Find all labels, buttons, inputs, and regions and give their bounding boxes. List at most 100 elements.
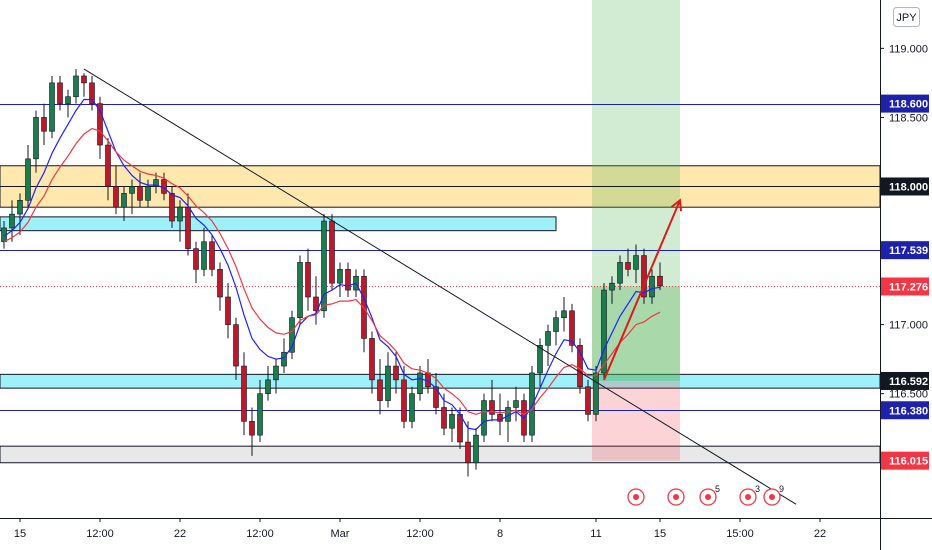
zone-3: [0, 445, 881, 464]
candle-body-33: [265, 379, 271, 394]
price-badge-label-2: 117.539: [889, 245, 928, 257]
time-tick-label-10: 22: [814, 528, 826, 540]
candle-body-80: [641, 255, 647, 298]
candle-body-55: [441, 407, 447, 429]
price-tick-label-1: 118.500: [889, 112, 928, 124]
time-tick-label-1: 12:00: [86, 528, 114, 540]
candle-body-49: [393, 365, 399, 381]
event-dot-0: [633, 494, 639, 500]
price-badge-label-3: 117.276: [889, 281, 928, 293]
candle-body-52: [417, 372, 423, 394]
time-tick-label-3: 12:00: [246, 528, 274, 540]
candle-body-24: [193, 248, 199, 270]
event-count-2: 5: [715, 484, 720, 494]
moving-average-0: [3, 98, 661, 431]
candle-body-58: [465, 441, 471, 464]
candle-body-79: [633, 255, 639, 270]
candle-body-10: [81, 75, 87, 84]
candle-body-26: [209, 241, 215, 270]
time-tick-label-7: 11: [590, 528, 601, 540]
candle-body-42: [337, 269, 343, 284]
candle-body-7: [57, 82, 63, 104]
candle-body-71: [569, 310, 575, 346]
candle-body-75: [601, 289, 607, 374]
candle-body-41: [329, 220, 335, 284]
candle-body-47: [377, 379, 383, 401]
candle-body-66: [529, 372, 535, 436]
event-dot-2: [705, 494, 711, 500]
time-tick-label-8: 15: [654, 528, 666, 540]
candle-body-9: [73, 75, 79, 97]
candle-body-64: [513, 400, 519, 408]
candle-body-81: [649, 275, 655, 298]
candle-body-67: [537, 345, 543, 374]
candle-body-30: [241, 365, 247, 422]
price-badge-label-5: 116.380: [889, 405, 928, 417]
arrow-head: [670, 198, 683, 212]
moving-average-1: [3, 127, 661, 416]
candle-body-6: [49, 82, 55, 132]
price-badge-6: [881, 451, 929, 470]
candle-body-19: [153, 179, 159, 187]
price-axis-ticks: 119.000 118.500 117.000 116.500: [880, 43, 928, 401]
moving-averages-layer: [3, 98, 661, 431]
candle-body-46: [369, 338, 375, 381]
candle-body-43: [345, 269, 351, 291]
candle-body-72: [577, 345, 583, 388]
candle-body-1: [9, 213, 15, 229]
candle-body-8: [65, 96, 71, 104]
candle-body-31: [249, 421, 255, 436]
candle-body-18: [145, 186, 151, 201]
candle-body-74: [593, 372, 599, 415]
price-badge-label-1: 118.000: [889, 181, 928, 193]
currency-label: JPY: [896, 12, 917, 24]
candle-body-5: [41, 117, 47, 132]
price-badge-1: [881, 177, 929, 196]
price-badge-label-4: 116.592: [889, 376, 928, 388]
currency-button[interactable]: JPY: [893, 7, 920, 27]
candle-body-11: [89, 82, 95, 104]
candle-body-56: [449, 414, 455, 429]
candle-body-14: [113, 186, 119, 208]
candle-body-20: [161, 179, 167, 194]
events-layer: 5 3 9: [627, 484, 784, 506]
candle-body-28: [225, 296, 231, 325]
candle-body-29: [233, 324, 239, 367]
price-badge-label-6: 116.015: [889, 456, 928, 468]
zone-2: [0, 373, 881, 389]
time-tick-label-5: 12:00: [406, 528, 434, 540]
projection-arrow[interactable]: [603, 198, 683, 381]
candle-body-23: [185, 206, 191, 249]
candle-body-48: [385, 365, 391, 401]
candle-body-37: [297, 262, 303, 319]
time-axis-bg[interactable]: [0, 518, 880, 550]
stop-zone: [592, 380, 680, 461]
candle-body-61: [489, 400, 495, 415]
candle-body-76: [609, 282, 615, 291]
horizontal-lines-layer: [0, 104, 880, 411]
candle-body-38: [305, 262, 311, 298]
price-tick-label-3: 116.500: [889, 389, 928, 401]
price-tick-label-0: 119.000: [889, 43, 928, 55]
candle-body-3: [25, 158, 31, 201]
candle-body-60: [481, 400, 487, 436]
candle-body-12: [97, 103, 103, 146]
price-badge-0: [881, 94, 929, 113]
event-dot-4: [769, 494, 775, 500]
candle-body-21: [169, 193, 175, 222]
candle-body-51: [409, 393, 415, 422]
candle-body-39: [313, 296, 319, 312]
time-tick-label-4: Mar: [331, 528, 350, 540]
event-dot-1: [673, 494, 679, 500]
candle-body-2: [17, 199, 23, 215]
candle-body-53: [425, 372, 431, 388]
trendline[interactable]: [83, 68, 797, 505]
candle-body-59: [473, 434, 479, 464]
time-tick-label-0: 15: [14, 528, 26, 540]
candle-body-40: [321, 220, 327, 312]
candle-body-70: [561, 310, 567, 319]
candle-body-35: [281, 351, 287, 367]
candle-body-16: [129, 186, 135, 194]
price-badge-4: [881, 371, 929, 390]
